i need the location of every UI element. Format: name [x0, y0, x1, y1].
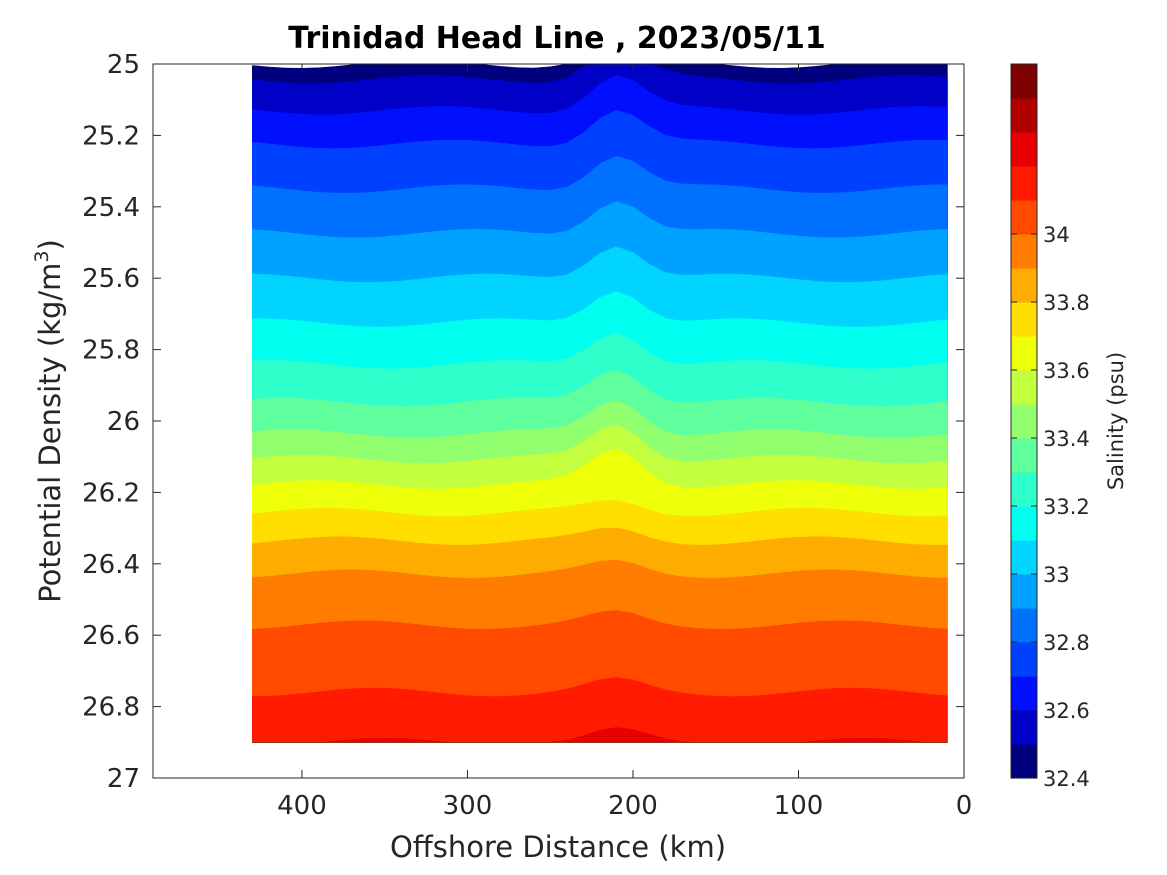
colorbar-swatch-32.8: [1011, 608, 1037, 643]
x-tick-label: 400: [277, 791, 327, 821]
colorbar-swatch-34.2: [1011, 132, 1037, 167]
colorbar-ticks: 32.4 32.6 32.8 33 33.2 33.4 33.6 33.8 34: [1011, 223, 1090, 791]
y-tick-label: 25.4: [82, 193, 140, 223]
colorbar-tick-label: 33.8: [1043, 291, 1090, 315]
colorbar-swatch-32.4: [1011, 744, 1037, 779]
y-tick-label: 27: [107, 764, 140, 794]
x-axis-ticks: 400 300 200 100 0: [277, 64, 972, 821]
colorbar-swatch-33.8: [1011, 268, 1037, 303]
x-tick-label: 300: [443, 791, 493, 821]
colorbar-swatch-33.1: [1011, 506, 1037, 541]
colorbar-swatch-34.4: [1011, 64, 1037, 99]
colorbar-swatch-34: [1011, 200, 1037, 235]
colorbar-label: Salinity (psu): [1104, 352, 1128, 490]
colorbar-swatch-33.9: [1011, 234, 1037, 269]
colorbar-frame: [1010, 63, 1038, 779]
y-tick-label: 25.6: [82, 264, 140, 294]
y-axis-ticks: 25 25.2 25.4 25.6 25.8 26 26.2 26.4 26.6 26.8 27: [82, 50, 964, 794]
colorbar-swatch-33.5: [1011, 370, 1037, 405]
y-tick-label: 26.2: [82, 478, 140, 508]
colorbar-swatch-33.4: [1011, 404, 1037, 439]
x-tick-label: 100: [774, 791, 824, 821]
y-tick-label: 26: [107, 407, 140, 437]
colorbar-tick-label: 33: [1043, 563, 1070, 587]
colorbar-swatch-33: [1011, 540, 1037, 575]
colorbar-swatch-33.6: [1011, 336, 1037, 371]
x-tick-label: 200: [608, 791, 658, 821]
y-tick-label: 26.8: [82, 693, 140, 723]
colorbar-tick-label: 34: [1043, 223, 1070, 247]
colorbar-swatch-32.5: [1011, 710, 1037, 745]
colorbar: [1011, 64, 1037, 779]
y-tick-label: 25.8: [82, 336, 140, 366]
chart-title: Trinidad Head Line , 2023/05/11: [288, 21, 825, 56]
colorbar-swatch-33.3: [1011, 438, 1037, 473]
colorbar-swatch-32.7: [1011, 642, 1037, 677]
y-axis-label: Potential Density (kg/m3): [31, 239, 67, 603]
colorbar-tick-label: 32.6: [1043, 699, 1090, 723]
colorbar-swatch-34.1: [1011, 166, 1037, 201]
y-tick-label: 26.6: [82, 621, 140, 651]
colorbar-swatch-34.3: [1011, 98, 1037, 133]
colorbar-tick-label: 32.4: [1043, 767, 1090, 791]
colorbar-swatch-32.6: [1011, 676, 1037, 711]
salinity-band-34.2: [252, 727, 948, 743]
colorbar-swatch-33.2: [1011, 472, 1037, 507]
colorbar-tick-label: 33.2: [1043, 495, 1090, 519]
colorbar-tick-label: 33.4: [1043, 427, 1090, 451]
colorbar-tick-label: 32.8: [1043, 631, 1090, 655]
x-axis-label: Offshore Distance (km): [390, 830, 726, 864]
contour-fills: [252, 64, 948, 743]
y-tick-label: 25.2: [82, 121, 140, 151]
colorbar-swatch-33.7: [1011, 302, 1037, 337]
x-tick-label: 0: [956, 791, 973, 821]
salinity-band-34.1: [252, 677, 948, 743]
y-tick-label: 26.4: [82, 550, 140, 580]
y-tick-label: 25: [107, 50, 140, 80]
colorbar-tick-label: 33.6: [1043, 359, 1090, 383]
colorbar-swatch-32.9: [1011, 574, 1037, 609]
